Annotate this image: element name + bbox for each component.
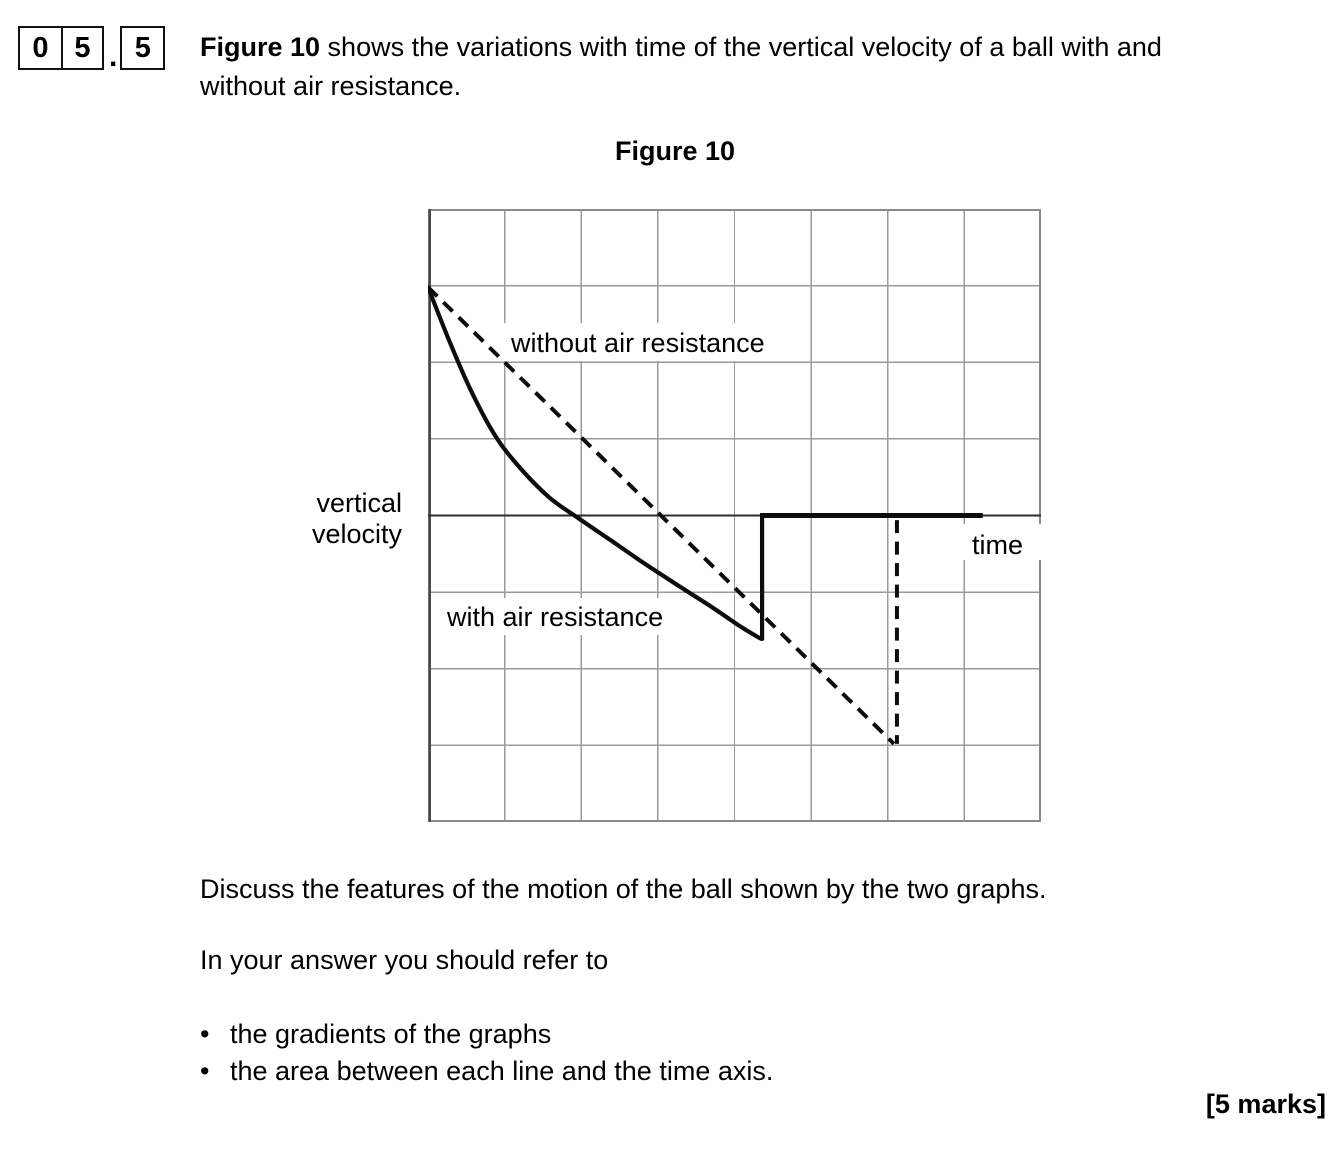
y-axis-label: vertical velocity [230,488,402,550]
bullet-item-1-text: the gradients of the graphs [230,1019,552,1049]
bullet-list: • the gradients of the graphs • the area… [200,1016,773,1090]
bullet-item-1: • the gradients of the graphs [200,1016,773,1053]
series-label-without-air-resistance: without air resistance [511,328,765,358]
figure-caption: Figure 10 [614,136,736,166]
figure-reference-bold: Figure 10 [200,32,321,62]
question-number-sub-box: 5 [120,26,166,70]
marks-label: [5 marks] [1205,1089,1326,1119]
figure-10-graph: without air resistance with air resistan… [425,209,1041,822]
question-number-separator: . [109,40,118,73]
question-intro: Figure 10 shows the variations with time… [200,28,1162,106]
y-axis-label-line-2: velocity [311,519,402,549]
question-discuss-text: Discuss the features of the motion of th… [200,874,1047,904]
question-number: 0 5 . 5 [18,26,166,73]
y-axis-label-line-1: vertical [316,488,402,518]
question-number-main-box: 0 5 [18,26,104,70]
question-refer-text: In your answer you should refer to [200,945,609,975]
question-number-digit-2: 5 [61,28,102,68]
intro-line-1-text: shows the variations with time of the ve… [320,32,1162,62]
bullet-item-2-text: the area between each line and the time … [230,1056,774,1086]
velocity-time-graph [425,209,1041,822]
bullet-item-2: • the area between each line and the tim… [200,1053,773,1090]
series-label-with-air-resistance: with air resistance [447,602,664,632]
bullet-icon: • [200,1019,210,1049]
bullet-icon: • [200,1056,210,1086]
x-axis-label: time [972,530,1024,560]
question-number-digit-1: 0 [32,31,49,64]
intro-line-1: Figure 10 shows the variations with time… [200,28,1162,67]
question-number-digit-3: 5 [134,31,151,64]
intro-line-2: without air resistance. [200,71,462,101]
